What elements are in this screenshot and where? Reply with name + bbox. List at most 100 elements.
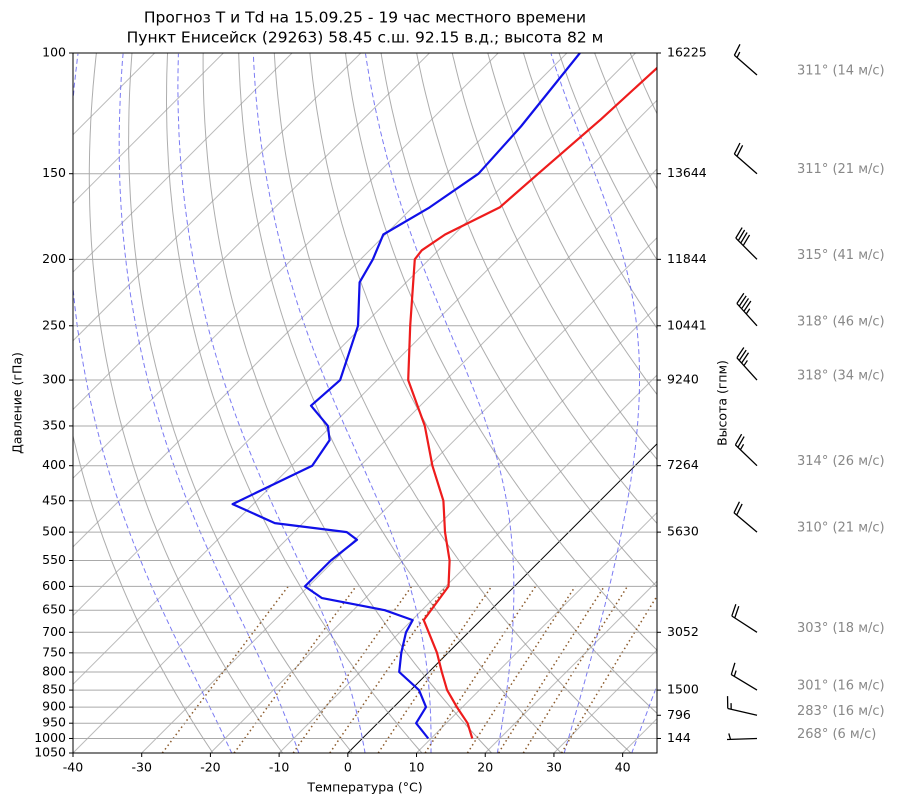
x-tick-label: 20 [477,760,493,775]
dry-adiabat [737,53,900,753]
y2-axis-label: Высота (гпм) [715,360,730,446]
moist-adiabat [550,53,640,753]
y2-tick-label: 13644 [667,165,707,180]
temperature-line [407,66,657,739]
mixing-ratio-line [233,585,357,753]
x-tick-label: 30 [546,760,562,775]
wind-barb [726,733,758,741]
isotherm [73,53,224,205]
y-tick-label: 750 [42,644,66,659]
wind-label: 311° (21 м/с) [797,162,885,177]
dry-adiabat [701,53,900,753]
y-tick-label: 800 [42,664,66,679]
wind-label: 315° (41 м/с) [797,248,885,263]
y-tick-label: 950 [42,715,66,730]
wind-label: 310° (21 м/с) [797,521,885,536]
wind-label: 301° (16 м/с) [797,679,885,694]
wind-barb [731,604,758,633]
y2-tick-label: 10441 [667,317,707,332]
isotherm [73,53,293,273]
dry-adiabat [273,53,632,753]
y-tick-label: 500 [42,524,66,539]
y-tick-label: 1050 [34,745,66,760]
x-tick-label: -10 [269,760,289,775]
isotherm [278,374,657,753]
moist-adiabat [252,53,432,753]
moist-adiabat [118,53,300,753]
wind-barb [734,433,758,467]
dry-adiabat [345,53,657,651]
dry-adiabat [238,53,562,753]
isotherm [622,717,657,753]
isotherm [73,168,657,753]
chart-subtitle: Пункт Енисейск (29263) 58.45 с.ш. 92.15 … [127,29,604,47]
dry-adiabat [558,53,657,261]
isotherm [141,236,657,753]
x-tick-label: -20 [200,760,220,775]
wind-label: 314° (26 м/с) [797,454,885,469]
y-tick-label: 900 [42,699,66,714]
dry-adiabat [487,53,657,396]
y2-tick-label: 16225 [667,45,707,60]
moist-adiabat [73,53,233,753]
plot-frame [72,52,658,754]
dry-adiabat [309,53,657,715]
dry-adiabat [666,53,900,753]
background-lines [73,53,900,753]
dry-adiabat [844,53,900,753]
profiles [231,53,657,740]
dry-adiabat [202,53,492,753]
mixing-ratio-line [424,585,537,753]
y-tick-label: 700 [42,624,66,639]
y2-tick-label: 3052 [667,624,699,639]
mixing-ratio-line [497,585,605,753]
dry-adiabat [629,53,657,115]
y-axis-label: Давление (гПа) [10,352,25,454]
y2-tick-label: 9240 [667,372,699,387]
isotherm [73,53,362,342]
moist-adiabat [631,683,657,753]
wind-barb [733,142,758,175]
x-tick-label: -30 [131,760,151,775]
wind-barb [736,347,758,381]
dry-adiabat [73,433,214,753]
x-tick-label: -40 [63,760,83,775]
y-tick-label: 300 [42,372,66,387]
wind-barb [735,227,758,260]
mixing-ratio-line [560,594,657,753]
y-tick-label: 200 [42,251,66,266]
dry-adiabat [808,53,900,753]
dewpoint-line [231,53,581,740]
y-tick-label: 550 [42,552,66,567]
isotherm [73,53,499,479]
dry-adiabat [451,53,657,461]
y-tick-label: 1000 [34,730,66,745]
y2-tick-label: 11844 [667,251,707,266]
mixing-ratio-line [522,585,629,753]
wind-label: 318° (46 м/с) [797,314,885,329]
dry-adiabat [522,53,657,330]
y2-tick-label: 144 [667,730,691,745]
wind-label: 283° (16 м/с) [797,704,885,719]
x-tick-label: 40 [615,760,631,775]
chart-title: Прогноз T и Td на 15.09.25 - 19 час мест… [144,9,586,27]
isotherm [210,305,657,753]
y2-tick-label: 7264 [667,457,699,472]
isotherm [484,580,657,753]
wind-barb [736,292,758,327]
y-tick-label: 400 [42,457,66,472]
wind-label: 268° (6 м/с) [797,727,876,742]
wind-barb [733,501,758,533]
y2-tick-label: 1500 [667,682,699,697]
dry-adiabat [594,53,657,190]
y-tick-label: 450 [42,492,66,507]
x-tick-label: 0 [344,760,352,775]
y2-tick-label: 5630 [667,524,699,539]
x-tick-label: 10 [409,760,425,775]
mixing-ratio-line [161,585,289,753]
dry-adiabat [380,53,657,588]
isotherm [73,53,568,548]
moist-adiabat [177,53,366,753]
wind-barb [730,662,758,691]
